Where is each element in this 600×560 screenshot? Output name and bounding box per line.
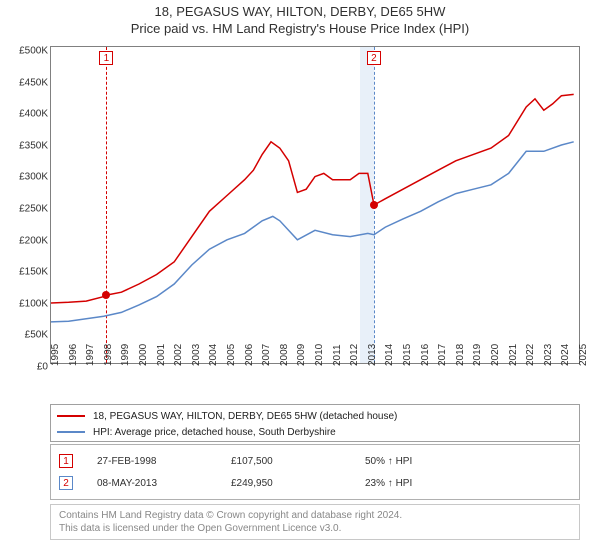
xtick-2009: 2009 [296,344,307,366]
xtick-2005: 2005 [226,344,237,366]
xtick-2016: 2016 [420,344,431,366]
xtick-2018: 2018 [455,344,466,366]
legend-swatch-1 [57,431,85,433]
title-line-1: 18, PEGASUS WAY, HILTON, DERBY, DE65 5HW [0,4,600,19]
sale-delta-1: 50% ↑ HPI [365,456,412,467]
ytick-4: £200K [19,235,48,246]
sale-price-2: £249,950 [231,478,341,489]
xtick-2010: 2010 [314,344,325,366]
xtick-2004: 2004 [208,344,219,366]
xtick-1995: 1995 [50,344,61,366]
xtick-2000: 2000 [138,344,149,366]
footer-licence: Contains HM Land Registry data © Crown c… [50,504,580,540]
sale-row-2: 2 08-MAY-2013 £249,950 23% ↑ HPI [59,472,571,494]
xtick-2025: 2025 [578,344,589,366]
sale-price-1: £107,500 [231,456,341,467]
sale-delta-2: 23% ↑ HPI [365,478,412,489]
legend-label-1: HPI: Average price, detached house, Sout… [93,427,336,438]
xtick-2001: 2001 [156,344,167,366]
ytick-10: £500K [19,46,48,57]
ytick-0: £0 [37,362,48,373]
xtick-2014: 2014 [384,344,395,366]
xtick-2019: 2019 [472,344,483,366]
legend-row-0: 18, PEGASUS WAY, HILTON, DERBY, DE65 5HW… [57,408,573,424]
xtick-2021: 2021 [508,344,519,366]
xtick-2024: 2024 [560,344,571,366]
footer-line-1: Contains HM Land Registry data © Crown c… [59,509,571,522]
sale-date-2: 08-MAY-2013 [97,478,207,489]
ytick-7: £350K [19,140,48,151]
sale-row-1: 1 27-FEB-1998 £107,500 50% ↑ HPI [59,450,571,472]
sale-badge-2: 2 [59,476,73,490]
legend-row-1: HPI: Average price, detached house, Sout… [57,424,573,440]
ytick-1: £50K [25,330,48,341]
ytick-6: £300K [19,172,48,183]
xtick-2011: 2011 [332,344,343,366]
series-hpi [51,142,574,322]
chart-titles: 18, PEGASUS WAY, HILTON, DERBY, DE65 5HW… [0,0,600,36]
chart-area: 12 [50,46,580,364]
series-property [51,94,574,303]
xtick-2003: 2003 [191,344,202,366]
xtick-2006: 2006 [244,344,255,366]
legend-label-0: 18, PEGASUS WAY, HILTON, DERBY, DE65 5HW… [93,411,397,422]
xtick-1997: 1997 [85,344,96,366]
footer-line-2: This data is licensed under the Open Gov… [59,522,571,535]
legend-swatch-0 [57,415,85,417]
sale-date-1: 27-FEB-1998 [97,456,207,467]
legend-box: 18, PEGASUS WAY, HILTON, DERBY, DE65 5HW… [50,404,580,442]
xtick-2012: 2012 [349,344,360,366]
sales-table: 1 27-FEB-1998 £107,500 50% ↑ HPI2 08-MAY… [50,444,580,500]
sale-badge-1: 1 [59,454,73,468]
xtick-2022: 2022 [525,344,536,366]
ytick-2: £100K [19,298,48,309]
xtick-2007: 2007 [261,344,272,366]
xtick-1996: 1996 [68,344,79,366]
xtick-1998: 1998 [103,344,114,366]
ytick-8: £400K [19,109,48,120]
xtick-2015: 2015 [402,344,413,366]
title-line-2: Price paid vs. HM Land Registry's House … [0,21,600,36]
xtick-2023: 2023 [543,344,554,366]
ytick-3: £150K [19,267,48,278]
xtick-2017: 2017 [437,344,448,366]
xtick-2013: 2013 [367,344,378,366]
xtick-2008: 2008 [279,344,290,366]
xtick-1999: 1999 [120,344,131,366]
ytick-9: £450K [19,77,48,88]
xtick-2020: 2020 [490,344,501,366]
ytick-5: £250K [19,204,48,215]
chart-svg [51,47,579,363]
xtick-2002: 2002 [173,344,184,366]
